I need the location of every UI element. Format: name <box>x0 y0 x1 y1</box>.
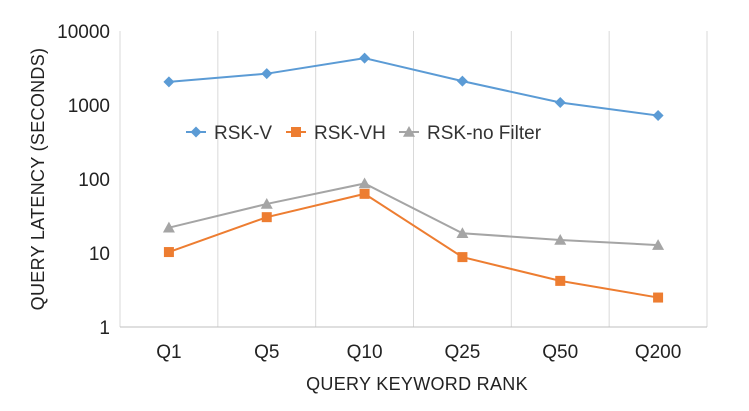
legend-label: RSK-V <box>214 123 272 144</box>
data-point <box>456 227 469 239</box>
data-point <box>163 76 175 88</box>
legend-swatch-marker <box>403 126 415 137</box>
y-axis-title: QUERY LATENCY (SECONDS) <box>28 48 48 311</box>
data-point <box>261 212 272 223</box>
x-tick-label: Q5 <box>254 342 279 363</box>
data-point <box>554 233 567 245</box>
x-tick-label: Q10 <box>347 342 383 363</box>
data-point <box>162 221 175 233</box>
legend-item: RSK-no Filter <box>399 123 542 144</box>
y-tick-label: 10000 <box>57 22 110 43</box>
data-point <box>554 97 566 109</box>
legend-item: RSK-VH <box>286 123 386 144</box>
data-point <box>457 252 468 263</box>
data-point <box>358 177 371 189</box>
data-point <box>456 75 468 87</box>
data-point <box>652 110 664 122</box>
series-line <box>168 57 659 117</box>
series-rsk-v <box>163 52 664 122</box>
y-tick-label: 100 <box>78 170 110 191</box>
legend-swatch-marker <box>291 127 301 137</box>
data-point <box>261 68 273 80</box>
x-tick-label: Q50 <box>542 342 578 363</box>
grid-layer <box>119 31 708 327</box>
y-tick-label: 1 <box>99 318 110 339</box>
series-line <box>168 192 659 299</box>
x-tick-label: Q1 <box>156 342 181 363</box>
x-tick-label: Q25 <box>444 342 480 363</box>
series-layer <box>162 52 665 303</box>
data-point <box>652 239 665 250</box>
legend-label: RSK-no Filter <box>427 123 542 144</box>
axes-layer: 1 10 100 1000 10000 Q1 Q5 Q10 Q25 Q50 Q200 <box>57 22 707 363</box>
legend-swatch-marker <box>190 126 202 138</box>
data-point <box>653 292 664 303</box>
data-point <box>359 188 370 199</box>
data-point <box>555 275 566 286</box>
x-axis-title: QUERY KEYWORD RANK <box>306 374 528 394</box>
series-line <box>168 182 659 247</box>
legend: RSK-V RSK-VH RSK-no Filter <box>186 123 542 144</box>
y-tick-label: 10 <box>89 244 110 265</box>
series-rsk-vh <box>163 188 664 303</box>
data-point <box>260 197 273 209</box>
y-tick-label: 1000 <box>68 96 110 117</box>
legend-item: RSK-V <box>186 123 272 144</box>
series-rsk-no-filter <box>162 177 665 250</box>
data-point <box>163 247 174 258</box>
x-tick-label: Q200 <box>635 342 681 363</box>
legend-label: RSK-VH <box>314 123 386 144</box>
data-point <box>359 52 371 64</box>
